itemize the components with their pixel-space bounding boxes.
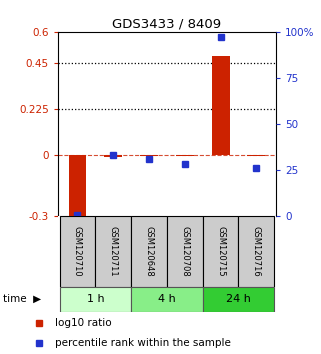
Bar: [104, 155, 122, 156]
Text: GSM120716: GSM120716: [252, 226, 261, 277]
Bar: [176, 155, 194, 156]
Bar: [212, 56, 230, 155]
Text: 1 h: 1 h: [87, 294, 104, 304]
Title: GDS3433 / 8409: GDS3433 / 8409: [112, 18, 221, 31]
Text: GSM120708: GSM120708: [180, 226, 189, 277]
Text: GSM120648: GSM120648: [144, 226, 153, 277]
Bar: [203, 287, 274, 312]
Bar: [203, 216, 239, 287]
Bar: [239, 216, 274, 287]
Bar: [60, 216, 95, 287]
Bar: [247, 155, 265, 156]
Bar: [131, 287, 203, 312]
Text: GSM120715: GSM120715: [216, 226, 225, 277]
Bar: [60, 287, 131, 312]
Text: GSM120711: GSM120711: [109, 226, 118, 277]
Bar: [131, 216, 167, 287]
Bar: [68, 155, 86, 220]
Text: GSM120710: GSM120710: [73, 226, 82, 277]
Text: log10 ratio: log10 ratio: [55, 318, 111, 328]
Bar: [140, 155, 158, 156]
Text: 24 h: 24 h: [226, 294, 251, 304]
Bar: [95, 216, 131, 287]
Bar: [167, 216, 203, 287]
Text: percentile rank within the sample: percentile rank within the sample: [55, 338, 230, 348]
Text: time  ▶: time ▶: [3, 294, 41, 304]
Text: 4 h: 4 h: [158, 294, 176, 304]
